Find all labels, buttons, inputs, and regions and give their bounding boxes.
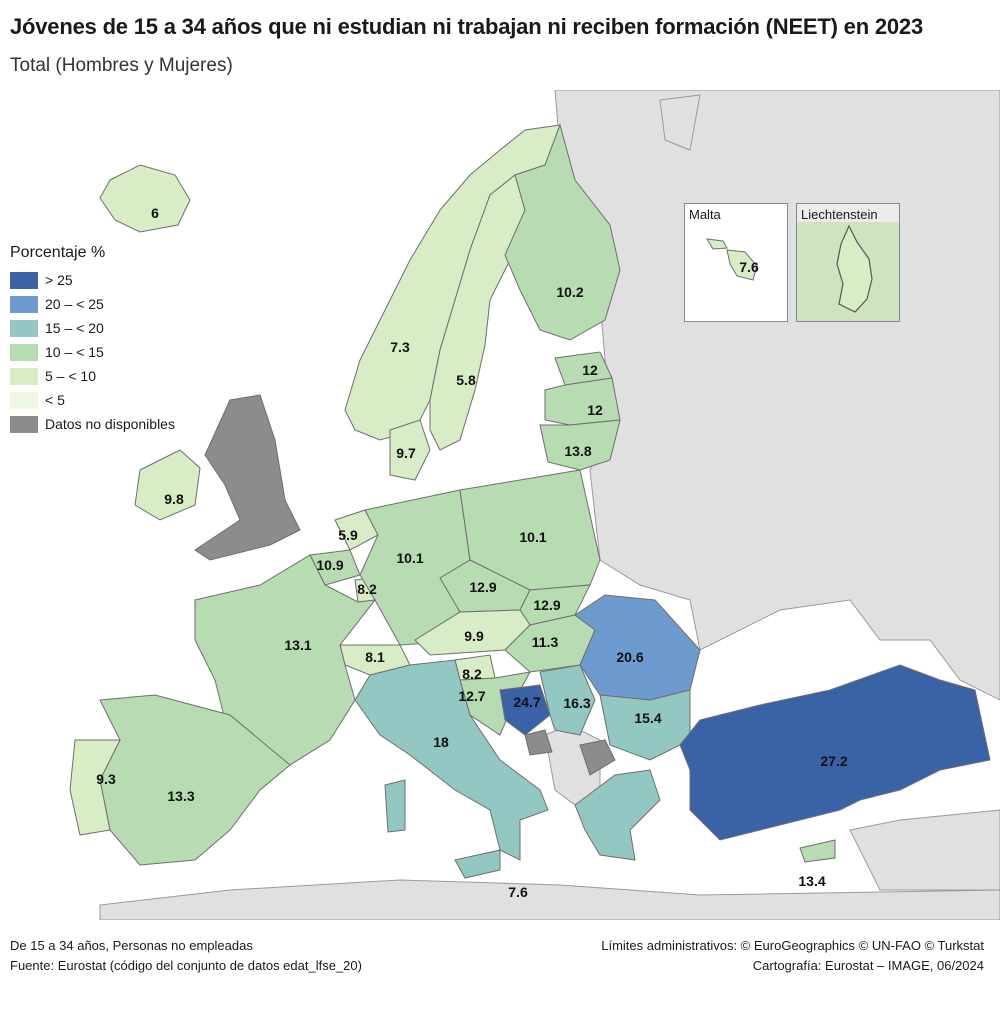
- inset-malta-title: Malta: [689, 207, 721, 222]
- legend-label: 20 – < 25: [45, 296, 104, 312]
- inset-liechtenstein: Liechtenstein: [796, 203, 900, 322]
- region-iceland: [99, 164, 191, 233]
- label-germany: 10.1: [396, 550, 423, 566]
- region-greece: [574, 769, 661, 861]
- label-norway: 7.3: [390, 339, 410, 355]
- footer-right: Límites administrativos: © EuroGeographi…: [601, 936, 984, 976]
- legend-item: 20 – < 25: [10, 292, 175, 316]
- footer-cartography: Cartografía: Eurostat – IMAGE, 06/2024: [752, 958, 984, 973]
- inset-liechtenstein-title: Liechtenstein: [801, 207, 878, 222]
- label-france: 13.1: [284, 637, 311, 653]
- legend-item: < 5: [10, 388, 175, 412]
- label-italy: 18: [433, 734, 449, 750]
- label-cyprus: 13.4: [798, 873, 825, 889]
- label-serbia: 16.3: [563, 695, 590, 711]
- label-portugal: 9.3: [96, 771, 116, 787]
- malta-shape: 7.6: [706, 238, 759, 281]
- legend-swatch: [10, 391, 38, 409]
- north-africa: [99, 879, 1000, 920]
- footer-left: De 15 a 34 años, Personas no empleadas F…: [10, 936, 362, 976]
- legend-label: Datos no disponibles: [45, 416, 175, 432]
- region-france: [194, 554, 377, 766]
- region-italy: [354, 659, 549, 861]
- liechtenstein-shape: [797, 222, 899, 321]
- label-bulgaria: 15.4: [634, 710, 661, 726]
- label-croatia: 12.7: [458, 688, 485, 704]
- region-turkey: [679, 664, 991, 841]
- label-iceland: 6: [151, 205, 159, 221]
- legend-swatch: [10, 367, 38, 385]
- region-ireland: [134, 449, 201, 521]
- region-lithuania: [539, 419, 621, 471]
- region-romania: [574, 594, 701, 701]
- legend-label: 15 – < 20: [45, 320, 104, 336]
- region-uk: [194, 394, 301, 561]
- region-kosovo: [579, 739, 616, 776]
- region-sicily: [454, 849, 501, 879]
- footer-source: Fuente: Eurostat (código del conjunto de…: [10, 958, 362, 973]
- label-slovenia: 8.2: [462, 666, 482, 682]
- map-title: Jóvenes de 15 a 34 años que ni estudian …: [10, 14, 924, 39]
- footer-note: De 15 a 34 años, Personas no empleadas: [10, 938, 253, 953]
- middle-east: [849, 809, 1000, 891]
- label-netherlands: 5.9: [338, 527, 358, 543]
- label-turkey: 27.2: [820, 753, 847, 769]
- legend-swatch: [10, 295, 38, 313]
- region-sardinia: [384, 779, 406, 833]
- greenland-edge: [659, 94, 701, 151]
- inset-malta-value: 7.6: [739, 259, 759, 275]
- legend-label: 10 – < 15: [45, 344, 104, 360]
- legend-label: > 25: [45, 272, 73, 288]
- label-switzerland: 8.1: [365, 649, 385, 665]
- region-portugal: [69, 739, 121, 836]
- region-latvia: [544, 377, 621, 426]
- label-malta: 7.6: [508, 884, 528, 900]
- label-slovakia: 12.9: [533, 597, 560, 613]
- legend-label: < 5: [45, 392, 65, 408]
- label-sweden: 5.8: [456, 372, 476, 388]
- legend-swatch: [10, 343, 38, 361]
- label-spain: 13.3: [167, 788, 194, 804]
- region-denmark: [389, 419, 431, 481]
- label-luxembourg: 8.2: [357, 581, 377, 597]
- legend-item: 10 – < 15: [10, 340, 175, 364]
- legend-item: 15 – < 20: [10, 316, 175, 340]
- legend: Porcentaje % > 25 20 – < 25 15 – < 20 10…: [10, 244, 175, 436]
- footer-boundaries: Límites administrativos: © EuroGeographi…: [601, 938, 984, 953]
- label-finland: 10.2: [556, 284, 583, 300]
- label-denmark: 9.7: [396, 445, 416, 461]
- legend-label: 5 – < 10: [45, 368, 96, 384]
- label-estonia: 12: [582, 362, 598, 378]
- label-romania: 20.6: [616, 649, 643, 665]
- legend-swatch: [10, 271, 38, 289]
- label-latvia: 12: [587, 402, 603, 418]
- inset-malta: Malta 7.6: [684, 203, 788, 322]
- legend-title: Porcentaje %: [10, 244, 106, 261]
- label-belgium: 10.9: [316, 557, 343, 573]
- label-poland: 10.1: [519, 529, 546, 545]
- legend-item: 5 – < 10: [10, 364, 175, 388]
- label-czechia: 12.9: [469, 579, 496, 595]
- region-cyprus: [799, 839, 836, 863]
- label-austria: 9.9: [464, 628, 484, 644]
- region-bosnia: [499, 684, 551, 736]
- region-finland: [504, 123, 621, 341]
- label-ireland: 9.8: [164, 491, 184, 507]
- legend-swatch: [10, 319, 38, 337]
- label-lithuania: 13.8: [564, 443, 591, 459]
- label-hungary: 11.3: [532, 634, 559, 650]
- map-subtitle: Total (Hombres y Mujeres): [10, 55, 233, 76]
- region-montenegro: [524, 729, 553, 756]
- legend-item: > 25: [10, 268, 175, 292]
- label-bosnia: 24.7: [513, 694, 540, 710]
- legend-item: Datos no disponibles: [10, 412, 175, 436]
- legend-swatch: [10, 415, 38, 433]
